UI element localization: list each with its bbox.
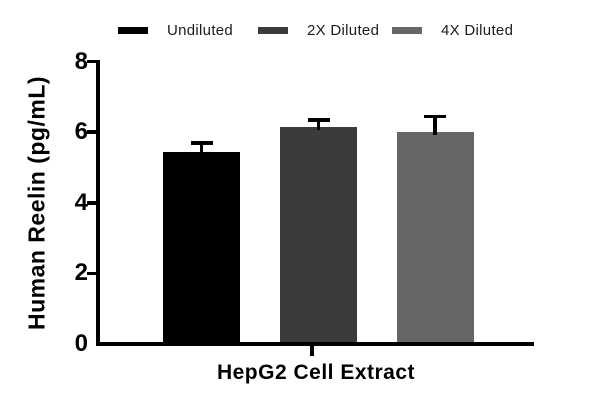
legend-label-4x-diluted: 4X Diluted xyxy=(441,21,514,39)
legend-item-undiluted: Undiluted xyxy=(118,21,233,39)
legend-swatch-undiluted xyxy=(118,26,148,34)
legend-item-2x-diluted: 2X Diluted xyxy=(258,21,379,39)
y-tick-2 xyxy=(87,271,96,276)
y-tick-label-6: 6 xyxy=(74,118,88,146)
y-tick-6 xyxy=(87,130,96,134)
legend-label-undiluted: Undiluted xyxy=(167,21,234,39)
legend-swatch-2x-diluted xyxy=(258,26,288,34)
error-bar-cap-undiluted xyxy=(190,141,213,145)
error-bar-cap-2x-diluted xyxy=(307,118,330,122)
y-axis-line xyxy=(96,60,100,346)
y-tick-label-2: 2 xyxy=(74,259,88,287)
bar-undiluted xyxy=(163,151,240,345)
x-axis-line xyxy=(96,342,534,346)
bar-2x-diluted xyxy=(280,126,357,345)
error-bar-stem-2x-diluted xyxy=(316,119,321,130)
y-tick-4 xyxy=(87,201,96,205)
y-tick-label-0: 0 xyxy=(74,330,88,357)
x-axis-title: HepG2 Cell Extract xyxy=(216,361,416,384)
bar-4x-diluted xyxy=(396,132,474,345)
y-tick-label-4: 4 xyxy=(74,188,88,216)
legend-label-2x-diluted: 2X Diluted xyxy=(307,21,380,39)
legend-item-4x-diluted: 4X Diluted xyxy=(392,21,513,39)
legend-swatch-4x-diluted xyxy=(392,26,422,34)
y-tick-8 xyxy=(87,59,96,64)
error-bar-cap-4x-diluted xyxy=(424,114,446,119)
x-tick-category xyxy=(310,346,314,356)
error-bar-stem-undiluted xyxy=(199,142,204,155)
error-bar-stem-4x-diluted xyxy=(433,116,437,136)
y-tick-label-8: 8 xyxy=(74,47,88,75)
